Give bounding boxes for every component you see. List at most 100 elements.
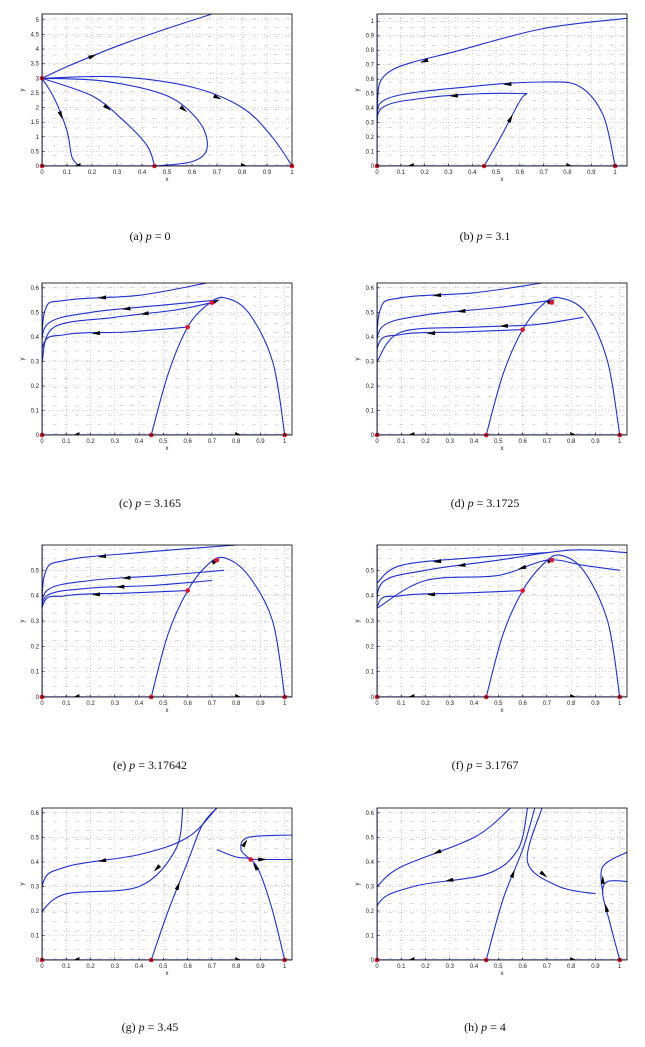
panel-d: 0 0.1 0.2 0.3 0.4 0.5 0.6 0.7 0.8 0.9 1 0 0.1 0.2 0.3 0… <box>355 282 628 510</box>
x-axis-label: x <box>166 708 169 714</box>
trajectory <box>42 302 213 362</box>
plot-area <box>42 283 292 435</box>
trajectory-direction-arrow <box>88 54 97 60</box>
x-tick-label: 0.5 <box>159 439 168 445</box>
x-axis-label: x <box>166 971 169 977</box>
plot-area <box>42 808 292 960</box>
trajectory-direction-arrow <box>605 903 610 913</box>
trajectory-direction-arrow <box>456 308 466 313</box>
y-tick-label: 0.4 <box>31 860 40 866</box>
panel-g: 0 0.1 0.2 0.3 0.4 0.5 0.6 0.7 0.8 0.9 1 0 0.1 0.2 0.3 0… <box>20 807 293 1034</box>
trajectory <box>42 326 188 435</box>
panel-caption: (g) p = 3.45 <box>122 1020 179 1034</box>
x-tick-label: 0.3 <box>446 439 455 445</box>
equilibrium-point <box>520 588 525 593</box>
y-tick-label: 0.4 <box>31 335 40 341</box>
trajectory <box>42 77 208 166</box>
x-tick-label: 0.4 <box>135 439 144 445</box>
equilibrium-point <box>549 557 555 563</box>
y-tick-label: 0 <box>371 164 375 170</box>
plot-frame <box>376 807 628 961</box>
plot-area <box>377 808 627 960</box>
panel-a: 0 0.1 0.2 0.3 0.4 0.5 0.6 0.7 0.8 0.9 1 0 0.5 1 1.5 2 2.… <box>20 13 294 243</box>
trajectory-direction-arrow <box>426 331 436 336</box>
x-tick-label: 0 <box>40 964 44 970</box>
y-tick-label: 0.3 <box>366 359 375 365</box>
y-tick-label: 0.1 <box>31 933 40 939</box>
axis-direction-arrow <box>408 432 415 435</box>
x-tick-label: 1 <box>613 170 617 176</box>
trajectory-direction-arrow <box>426 592 436 597</box>
vector-field <box>42 286 291 435</box>
plot-area <box>42 545 292 697</box>
x-tick-label: 0.9 <box>256 701 265 707</box>
x-tick-label: 0 <box>375 170 379 176</box>
vector-field-arrows <box>377 811 626 960</box>
y-tick-label: 1 <box>371 19 375 25</box>
y-tick-label: 0.1 <box>31 408 40 414</box>
y-tick-label: 0 <box>36 695 40 701</box>
trajectory-direction-arrow <box>449 93 458 98</box>
y-tick-label: 4.5 <box>31 32 40 38</box>
x-tick-label: 0.9 <box>591 964 600 970</box>
x-tick-label: 0.7 <box>213 170 222 176</box>
trajectory <box>526 808 596 895</box>
x-tick-label: 0.3 <box>111 439 120 445</box>
y-tick-label: 0.4 <box>366 594 375 600</box>
y-tick-label: 0.6 <box>366 77 375 83</box>
y-tick-label: 0.6 <box>31 286 40 292</box>
trajectory <box>377 17 627 166</box>
y-tick-label: 0 <box>36 958 40 964</box>
plot-frame <box>376 282 628 436</box>
trajectory-direction-arrow <box>121 575 131 580</box>
trajectory-direction-arrow <box>97 553 107 559</box>
x-tick-label: 0.3 <box>446 964 455 970</box>
x-tick-label: 1 <box>283 701 287 707</box>
y-axis-label: y <box>20 358 26 361</box>
x-tick-label: 0.6 <box>518 439 527 445</box>
y-axis-label: y <box>355 89 361 92</box>
trajectory-direction-arrow <box>153 864 162 872</box>
trajectory-direction-arrow <box>456 562 466 567</box>
x-tick-label: 1 <box>283 439 287 445</box>
y-axis-label: y <box>355 883 361 886</box>
y-tick-label: 2 <box>36 106 40 112</box>
panel-b: 0 0.1 0.2 0.3 0.4 0.5 0.6 0.7 0.8 0.9 1 0 0.1 0.2 0.3 0… <box>355 13 628 243</box>
trajectory <box>216 849 286 960</box>
y-tick-label: 3 <box>36 76 40 82</box>
trajectory-direction-arrow <box>252 862 260 871</box>
x-tick-label: 0.4 <box>135 964 144 970</box>
axis-direction-arrow <box>570 694 577 697</box>
x-tick-label: 0.6 <box>518 701 527 707</box>
x-tick-label: 0.7 <box>543 701 552 707</box>
x-tick-label: 0.2 <box>88 170 97 176</box>
panel-caption: (d) p = 3.1725 <box>451 496 520 510</box>
x-tick-label: 0.6 <box>183 701 192 707</box>
vector-field <box>377 286 626 435</box>
axis-direction-arrow <box>408 694 415 697</box>
x-axis-label: x <box>501 446 504 452</box>
plot-frame <box>41 807 293 961</box>
x-tick-label: 1 <box>618 439 622 445</box>
trajectory-direction-arrow <box>115 584 125 589</box>
y-axis-label: y <box>355 620 361 623</box>
x-tick-label: 0.7 <box>208 439 217 445</box>
x-tick-label: 0.8 <box>238 170 247 176</box>
vector-field-arrows <box>377 17 626 166</box>
y-tick-label: 0.6 <box>31 811 40 817</box>
trajectory-direction-arrow <box>444 877 454 882</box>
y-tick-label: 0.3 <box>366 884 375 890</box>
y-tick-label: 0.2 <box>366 644 375 650</box>
x-tick-label: 0.6 <box>183 439 192 445</box>
panel-f: 0 0.1 0.2 0.3 0.4 0.5 0.6 0.7 0.8 0.9 1 0 0.1 0.2 0.3 0… <box>355 544 628 772</box>
y-tick-label: 0.4 <box>366 860 375 866</box>
axis-direction-arrow <box>73 957 80 960</box>
trajectory <box>42 75 292 166</box>
x-tick-label: 0.5 <box>494 964 503 970</box>
trajectory-direction-arrow <box>499 323 508 328</box>
trajectory <box>42 808 184 912</box>
x-tick-label: 0.2 <box>86 439 95 445</box>
y-tick-label: 0.3 <box>31 884 40 890</box>
y-tick-label: 0.4 <box>366 335 375 341</box>
x-tick-label: 0.1 <box>397 701 406 707</box>
